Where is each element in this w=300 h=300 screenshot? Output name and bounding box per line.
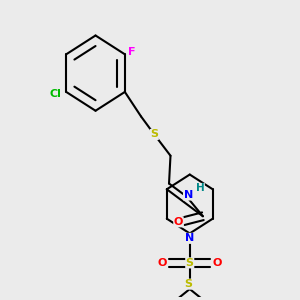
- Text: O: O: [212, 258, 221, 268]
- Text: O: O: [174, 217, 183, 227]
- Text: Cl: Cl: [50, 88, 62, 99]
- Text: N: N: [185, 233, 194, 243]
- Text: N: N: [184, 190, 193, 200]
- Text: O: O: [158, 258, 167, 268]
- Text: S: S: [186, 258, 194, 268]
- Text: H: H: [196, 183, 204, 194]
- Text: S: S: [184, 279, 192, 289]
- Text: S: S: [150, 130, 158, 140]
- Text: F: F: [128, 47, 136, 57]
